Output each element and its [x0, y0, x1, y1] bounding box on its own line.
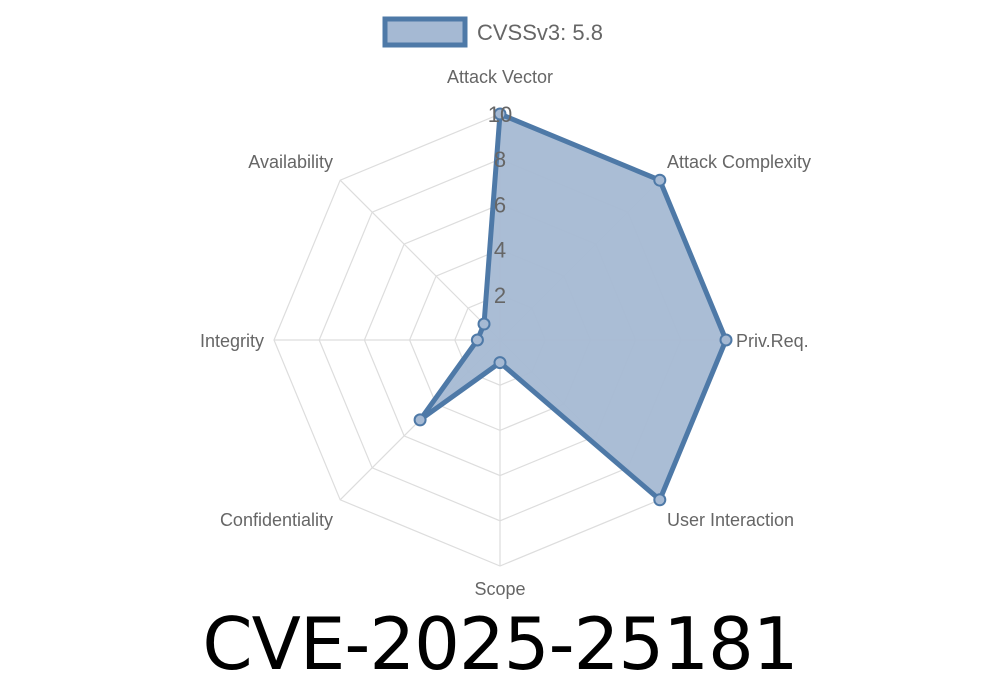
tick-label: 10	[488, 102, 512, 127]
data-point	[477, 317, 491, 331]
axis-label: User Interaction	[667, 510, 794, 530]
legend-swatch	[382, 16, 468, 48]
axis-label: Integrity	[200, 331, 264, 351]
data-point	[653, 493, 667, 507]
tick-label: 6	[494, 192, 506, 217]
tick-label: 8	[494, 147, 506, 172]
tick-label: 4	[494, 238, 506, 263]
grid-spoke	[339, 179, 501, 341]
data-point	[493, 107, 507, 121]
legend-label: CVSSv3: 5.8	[477, 20, 603, 45]
data-point	[470, 333, 484, 347]
axis-label: Scope	[474, 579, 525, 599]
tick-label: 2	[494, 283, 506, 308]
page-title: CVE-2025-25181	[202, 602, 798, 686]
axis-label: Attack Complexity	[667, 152, 811, 172]
axis-label: Attack Vector	[447, 67, 553, 87]
axis-label: Priv.Req.	[736, 331, 809, 351]
data-point	[719, 333, 733, 347]
data-point	[493, 356, 507, 370]
axis-label: Availability	[248, 152, 333, 172]
axis-label: Confidentiality	[220, 510, 333, 530]
data-point	[413, 413, 427, 427]
data-point	[653, 173, 667, 187]
